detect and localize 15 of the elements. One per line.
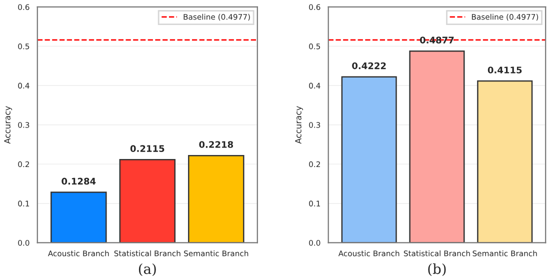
bar: [341, 76, 397, 243]
bar: [50, 192, 107, 243]
data-label: 0.2218: [199, 141, 234, 148]
y-axis-title: Accuracy: [4, 106, 12, 144]
bar: [188, 154, 244, 243]
bar: [477, 80, 533, 243]
x-axis-title: (b): [428, 263, 446, 276]
data-label: 0.4222: [352, 62, 386, 70]
data-label: 0.4115: [488, 66, 522, 74]
x-axis-title: (a): [138, 263, 156, 276]
bar: [119, 159, 176, 243]
data-label: 0.1284: [62, 178, 96, 185]
bar: [409, 50, 465, 243]
data-label: 0.2115: [130, 145, 164, 152]
y-axis-title: Accuracy: [295, 106, 304, 144]
